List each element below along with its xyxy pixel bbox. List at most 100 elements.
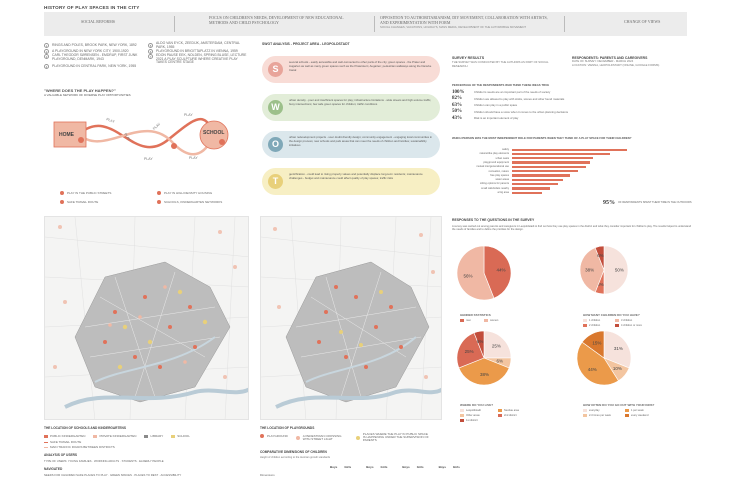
pie-slice-label: 6% <box>597 282 604 287</box>
legend-swatch-icon <box>583 409 587 412</box>
swot-strengths: S several schools - easily accessible an… <box>262 56 440 83</box>
bar <box>512 178 563 181</box>
bar-label: recreation, nature <box>488 169 509 173</box>
number-icon <box>171 143 177 149</box>
swot-weaknesses: W urban density - poor and insufficient … <box>262 94 440 121</box>
table-header-cell: Boys <box>366 465 374 469</box>
table-header-cell: Girls <box>344 465 352 469</box>
map-right-legend: PLAYGROUND A PEDESTRIAN CROSSING WITH ST… <box>260 432 450 443</box>
legend-label: MAIN TRAFFIC ROADS BETWEEN DISTRICTS <box>50 445 115 449</box>
stat-percent: 50% <box>452 109 462 115</box>
pie-slice-label: 31% <box>614 346 623 351</box>
history-item: 7 EDON PAUSE EEK, NOLDEN, SPRING BLUSE, L… <box>148 53 248 66</box>
comparative-title: COMPARATIVE DIMENSIONS OF CHILDREN <box>260 450 327 454</box>
timeline-cell-social-reforms: SOCIAL REFORMS <box>81 19 115 24</box>
swot-letter-w: W <box>268 100 283 115</box>
table-header-cell: Boys <box>438 465 446 469</box>
pie-legend-item: 1st district <box>460 419 478 422</box>
stat-percent: 100% <box>452 89 465 95</box>
play-label: PLAY <box>106 117 116 124</box>
stat-text: Risk is an important element of play <box>474 116 519 121</box>
responses-title: RESPONSES TO THE QUESTIONS IN THE SURVEY <box>452 218 535 222</box>
legend-label: 3 children <box>621 319 633 322</box>
legend-label: SCHOOL <box>177 434 190 438</box>
swot-text: gentrification - could lead to rising pr… <box>289 172 423 180</box>
bar-row: small cafe/toilets nearby <box>452 187 632 190</box>
pie-legend-item: 1 per week <box>625 409 644 412</box>
pie-legend-item: Other areas <box>460 414 480 417</box>
swot-letter-o: O <box>268 137 283 152</box>
district-area <box>285 261 430 403</box>
legend-label: every weekend <box>631 414 649 417</box>
bar-row: urban oasis <box>452 157 632 160</box>
survey-date: DATE OF SURVEY: DECEMBER - MARCH 2024 <box>572 59 634 63</box>
pie-slice <box>483 330 512 359</box>
stat-text: Children should have a voice when it com… <box>474 109 569 114</box>
play-label: PLAY <box>184 113 193 117</box>
table-header-cell: Girls <box>416 465 424 469</box>
bar-label: a big area <box>497 191 509 194</box>
legend-dot-icon <box>60 200 64 204</box>
bar-label: water areas <box>495 178 509 182</box>
bar-label: small cafe/toilets nearby <box>481 186 509 190</box>
bar <box>512 191 542 194</box>
legend-dot-icon <box>157 200 161 204</box>
respondents-title: RESPONDENTS: PARENTS AND CAREGIVERS <box>572 56 648 60</box>
comparative-row-label: Dimensions <box>260 473 275 477</box>
map-right-title: THE LOCATION OF PLAYGROUNDS <box>260 426 315 430</box>
history-item-label: EDON PAUSE EEK, NOLDEN, SPRING BLUSE, LE… <box>156 53 247 65</box>
legend-label: 2 children <box>589 324 601 327</box>
map-playgrounds[interactable] <box>260 216 442 420</box>
canal <box>305 336 417 383</box>
legend-label: everyday <box>589 409 600 412</box>
legend-item: PLAY IN HIGH DENSITY HOUSING <box>157 190 212 196</box>
legend-item: SCHOOL <box>171 433 190 439</box>
bar-row: recreation, nature <box>452 170 632 173</box>
stat-percent: 43% <box>452 115 462 121</box>
pie-legend-item: everyday <box>583 409 600 412</box>
swot-letter-t: T <box>268 174 283 189</box>
play-diagram-subtitle: A VALUABLE NETWORK OF DIVERSE PLAY OPPOR… <box>44 93 131 97</box>
play-network-diagram: HOME SCHOOL PLAY PLAY PLAY PLAY PLAY PLA… <box>53 113 229 161</box>
map-left-title: THE LOCATION OF SCHOOLS AND KINDERGARTEN… <box>44 426 126 430</box>
pie-slice-label: 38% <box>480 372 489 377</box>
map-schools-kindergartens[interactable] <box>44 216 249 420</box>
legend-swatch-icon <box>93 434 98 438</box>
swot-text: several schools - easily accessible and … <box>289 60 432 72</box>
bar-row: safety <box>452 148 632 151</box>
play-label: PLAY <box>144 157 153 161</box>
home-label: HOME <box>59 132 75 138</box>
legend-swatch-icon <box>625 414 629 417</box>
bar-label: safety <box>502 148 509 151</box>
legend-item: SAFE TRAVEL ROUTE <box>60 199 145 205</box>
legend-swatch-icon <box>583 324 587 327</box>
survey-subtitle: THE SURVEY WAS CONDUCTED BY THE AUTHORS … <box>452 60 549 68</box>
pie-slice-label: 50% <box>615 268 624 273</box>
river <box>64 387 248 409</box>
legend-label: Leopoldstadt <box>466 409 481 412</box>
number-icon: 2 <box>44 48 49 54</box>
bar-label: natural-like play elements <box>479 152 509 156</box>
play-route-line-alt <box>78 129 216 156</box>
play-label: PLAY <box>152 122 162 131</box>
legend-item: PUBLIC KINDERGARTEN <box>44 433 85 439</box>
legend-swatch-icon <box>615 324 619 327</box>
timeline-cell-opposition: OPPOSITION TO AUTHORITARIANISM, DIY MOVE… <box>380 15 550 30</box>
pie-legend-item: Leopoldstadt <box>460 409 481 412</box>
pie-slice-label: 25% <box>465 349 474 354</box>
bar <box>512 182 558 186</box>
timeline-cell-childrens-needs: FOCUS ON CHILDREN'S NEEDS, DEVELOPMENT O… <box>209 15 344 25</box>
legend-label: PUBLIC KINDERGARTEN <box>50 434 86 438</box>
pie-slice-label: 6% <box>597 253 604 258</box>
legend-line-icon <box>44 446 48 448</box>
stat-percent: 82% <box>452 96 462 102</box>
legend-label: PLAY IN THE PUBLIC STREETS <box>67 191 112 195</box>
footnote-text: OF RESPONDENTS SPENT THEIR TIME IN THE O… <box>618 201 692 205</box>
legend-label: SCHOOLS, KINDERGARTEN NETWORKS <box>164 200 223 204</box>
table-header-cell: Boys <box>402 465 410 469</box>
history-item: 6 PLAYGROUND IN BRIGITTAPLATZ IN VIENNA, … <box>148 48 248 54</box>
table-header-cell: Girls <box>380 465 388 469</box>
pie-slice-label: 38% <box>585 268 594 273</box>
legend-label: PLAY IN HIGH DENSITY HOUSING <box>164 191 213 195</box>
bar-row: mutual intergenerational use <box>452 165 632 168</box>
